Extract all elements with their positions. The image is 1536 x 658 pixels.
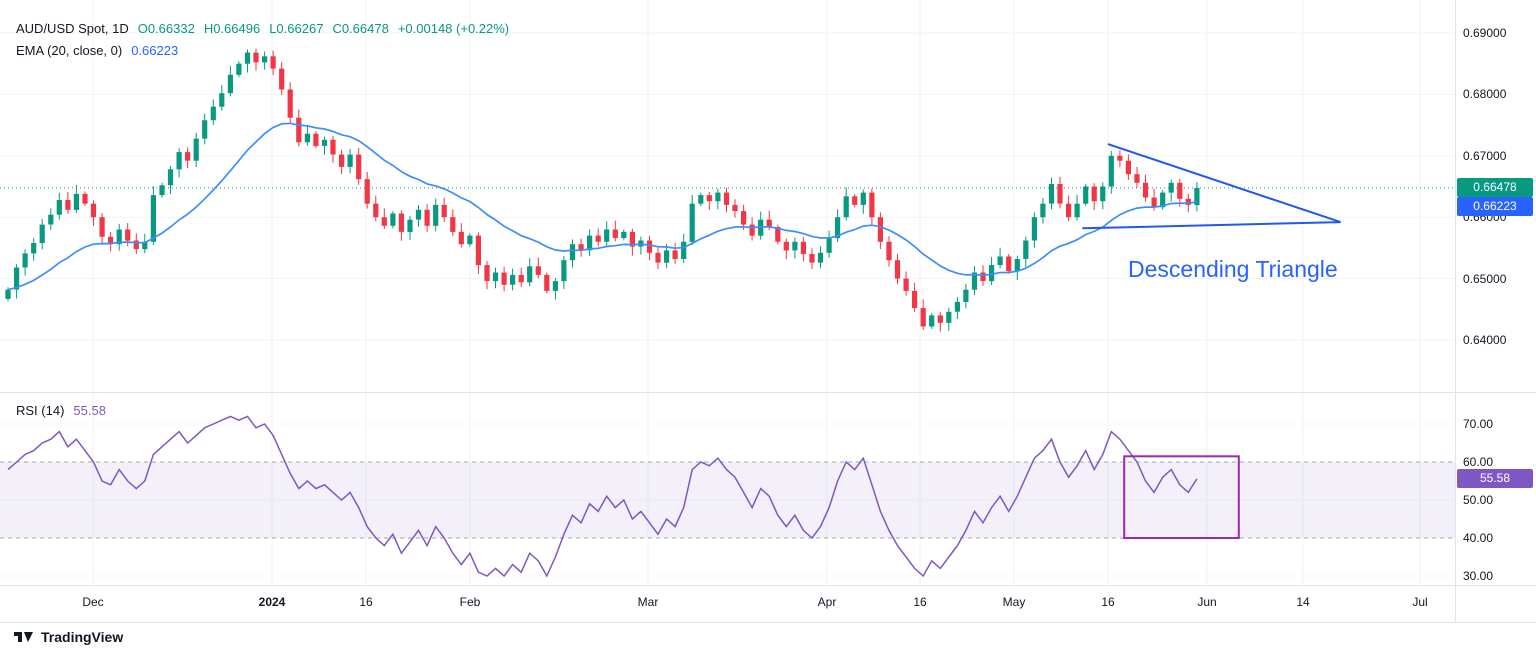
ema-label: EMA (20, close, 0) <box>16 43 123 58</box>
descending-triangle-drawing[interactable] <box>1082 143 1341 230</box>
rsi-tick-label: 60.00 <box>1463 455 1494 469</box>
last-price-badge: 0.66478 <box>1457 178 1533 197</box>
rsi-tick-label: 70.00 <box>1463 417 1494 431</box>
rsi-tick-label: 30.00 <box>1463 569 1494 583</box>
symbol-title: AUD/USD Spot, 1D <box>16 21 129 36</box>
time-axis-label[interactable]: Jun <box>1197 595 1217 609</box>
time-axis-label[interactable]: Feb <box>459 595 481 609</box>
time-axis-label[interactable]: Dec <box>82 595 104 609</box>
time-axis-label[interactable]: Jul <box>1412 595 1428 609</box>
ohlc-open: O0.66332 <box>137 21 195 36</box>
tradingview-logo[interactable]: TradingView <box>14 629 123 645</box>
ema-line[interactable] <box>7 122 1198 291</box>
price-tick-label: 0.68000 <box>1463 87 1507 102</box>
time-axis-label[interactable]: 16 <box>359 595 373 609</box>
symbol-legend[interactable]: AUD/USD Spot, 1D O0.66332 H0.66496 L0.66267… <box>16 21 509 36</box>
ohlc-high: H0.66496 <box>203 21 261 36</box>
candlestick-series <box>5 48 1200 332</box>
ema-price-badge: 0.66223 <box>1457 197 1533 216</box>
rsi-value: 55.58 <box>73 403 106 418</box>
time-axis-label[interactable]: Mar <box>637 595 659 609</box>
time-axis-label[interactable]: 16 <box>1101 595 1115 609</box>
rsi-legend[interactable]: RSI (14) 55.58 <box>16 403 106 418</box>
rsi-line[interactable] <box>7 415 1198 578</box>
time-axis-label[interactable]: 2024 <box>258 595 286 609</box>
ema-value: 0.66223 <box>131 43 179 58</box>
rsi-band <box>0 462 1455 538</box>
rsi-value-badge: 55.58 <box>1457 469 1533 488</box>
brand-name: TradingView <box>41 629 124 645</box>
tradingview-logo-icon <box>14 632 33 642</box>
price-tick-label: 0.67000 <box>1463 148 1507 163</box>
rsi-label: RSI (14) <box>16 403 65 418</box>
rsi-tick-label: 40.00 <box>1463 531 1494 545</box>
change-percent: +0.00148 (+0.22%) <box>397 21 510 36</box>
pattern-annotation-text[interactable]: Descending Triangle <box>1128 256 1338 282</box>
rsi-highlight-box[interactable] <box>1123 455 1240 539</box>
time-axis-label[interactable]: Apr <box>817 595 837 609</box>
ema-legend[interactable]: EMA (20, close, 0) 0.66223 <box>16 43 178 58</box>
time-axis-label[interactable]: May <box>1002 595 1026 609</box>
pane-separators <box>0 0 1536 623</box>
ohlc-close: C0.66478 <box>332 21 389 36</box>
rsi-level-lines <box>0 461 1455 539</box>
price-tick-label: 0.64000 <box>1463 333 1507 347</box>
ohlc-low: L0.66267 <box>269 21 324 36</box>
price-tick-label: 0.65000 <box>1463 271 1507 286</box>
time-axis-label[interactable]: 16 <box>913 595 927 609</box>
price-tick-label: 0.69000 <box>1463 26 1507 40</box>
time-axis-label[interactable]: 14 <box>1296 595 1310 609</box>
rsi-tick-label: 50.00 <box>1463 493 1494 507</box>
